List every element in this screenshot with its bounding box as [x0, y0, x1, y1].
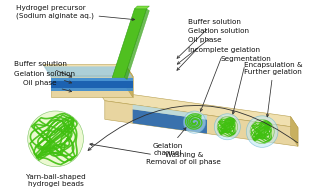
Text: Yarn-ball-shaped
hydrogel beads: Yarn-ball-shaped hydrogel beads — [26, 174, 85, 187]
Polygon shape — [51, 78, 133, 91]
Polygon shape — [51, 76, 133, 97]
Circle shape — [250, 119, 274, 144]
Polygon shape — [44, 64, 133, 76]
Polygon shape — [51, 77, 133, 81]
Polygon shape — [135, 6, 149, 9]
Text: Oil phase: Oil phase — [23, 80, 72, 92]
Polygon shape — [133, 105, 207, 120]
Polygon shape — [97, 90, 298, 128]
Polygon shape — [44, 66, 133, 77]
Circle shape — [28, 111, 83, 167]
Circle shape — [183, 111, 206, 133]
Polygon shape — [124, 9, 149, 79]
Circle shape — [214, 114, 241, 140]
Text: Oil phase: Oil phase — [177, 37, 222, 70]
Polygon shape — [105, 101, 298, 146]
Polygon shape — [125, 64, 133, 97]
Polygon shape — [112, 9, 147, 77]
Text: Buffer solution: Buffer solution — [14, 61, 72, 77]
Polygon shape — [51, 81, 133, 88]
Text: Washing &
Removal of oil phase: Washing & Removal of oil phase — [146, 152, 221, 165]
Text: Gelation solution: Gelation solution — [14, 71, 75, 83]
Polygon shape — [133, 109, 207, 134]
Text: Buffer solution: Buffer solution — [177, 19, 241, 58]
Circle shape — [217, 117, 238, 137]
Text: Incomplete gelation: Incomplete gelation — [188, 47, 260, 111]
Text: Segmentation: Segmentation — [221, 56, 272, 114]
Text: Hydrogel precursor
(Sodium alginate aq.): Hydrogel precursor (Sodium alginate aq.) — [16, 5, 135, 21]
Circle shape — [246, 116, 278, 147]
Text: Encapsulation &
Further gelation: Encapsulation & Further gelation — [244, 62, 303, 117]
Polygon shape — [290, 117, 298, 146]
Text: Gelation solution: Gelation solution — [177, 28, 249, 64]
Text: Gelation
channel: Gelation channel — [153, 128, 186, 156]
